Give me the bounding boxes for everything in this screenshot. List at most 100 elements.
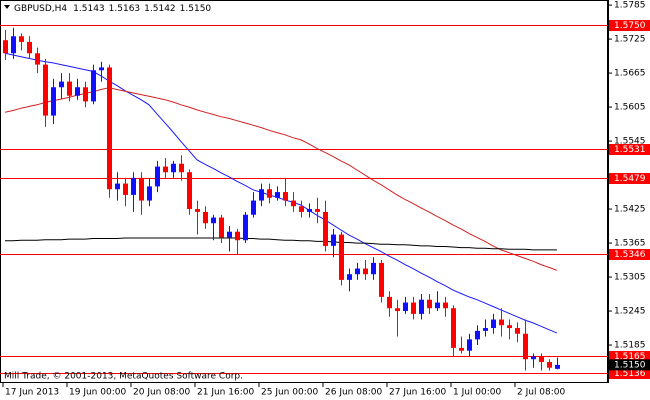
- moving-average: [4, 52, 558, 334]
- y-tick-label: 1.5725: [614, 35, 646, 45]
- candle-body: [547, 362, 552, 368]
- candle-body: [179, 163, 184, 173]
- x-tick-label: 17 Jun 2013: [5, 388, 59, 398]
- candle-body: [459, 347, 464, 351]
- y-tick-label: 1.5185: [614, 341, 646, 351]
- candle-body: [51, 87, 56, 116]
- footer: Mill Trade, © 2001-2013, MetaQuotes Soft…: [4, 372, 243, 382]
- candle-body: [347, 274, 352, 280]
- quote-close: 1.5150: [180, 4, 212, 14]
- level-label: 1.5479: [614, 174, 646, 184]
- candle-body: [243, 214, 248, 241]
- candle-body: [443, 302, 448, 309]
- candle-body: [171, 163, 176, 173]
- level-label: 1.5165: [614, 352, 646, 362]
- candle-body: [483, 328, 488, 331]
- x-tick-label: 2 Jul 08:00: [517, 388, 566, 398]
- candle-body: [187, 172, 192, 210]
- level-box: [609, 249, 650, 260]
- candle-body: [379, 262, 384, 297]
- level-box: [609, 368, 650, 379]
- candle-body: [251, 200, 256, 215]
- quote-high: 1.5163: [109, 4, 141, 14]
- candle-body: [331, 234, 336, 246]
- y-tick-label: 1.5245: [614, 307, 646, 317]
- candle-body: [139, 177, 144, 201]
- x-tick-label: 27 Jun 16:00: [389, 388, 446, 398]
- x-tick-label: 21 Jun 16:00: [197, 388, 254, 398]
- candle-body: [283, 192, 288, 201]
- level-box: [609, 144, 650, 155]
- candle-body: [371, 262, 376, 275]
- candle-body: [531, 356, 536, 360]
- candle-body: [435, 302, 440, 309]
- candle-body: [275, 192, 280, 198]
- candle-body: [315, 209, 320, 212]
- last-price-box: [609, 359, 650, 371]
- candle-body: [299, 206, 304, 212]
- candle-body: [35, 53, 40, 65]
- candle-body: [491, 319, 496, 329]
- y-tick-label: 1.5365: [614, 239, 646, 249]
- candle-body: [515, 328, 520, 334]
- quote-low: 1.5142: [144, 4, 176, 14]
- candle-body: [211, 217, 216, 224]
- y-tick-label: 1.5605: [614, 103, 646, 113]
- y-tick-label: 1.5425: [614, 205, 646, 215]
- candle-body: [307, 209, 312, 212]
- candle-body: [227, 231, 232, 238]
- candle-body: [163, 166, 168, 173]
- candle-body: [19, 36, 24, 42]
- candle-body: [107, 67, 112, 190]
- candle-body: [75, 87, 80, 96]
- candle-body: [131, 177, 136, 195]
- candle-body: [259, 189, 264, 201]
- moving-average: [5, 237, 557, 251]
- candle-body: [155, 166, 160, 187]
- candle-body: [539, 356, 544, 363]
- candle-body: [395, 308, 400, 312]
- y-tick-label: 1.5305: [614, 273, 646, 283]
- candle-body: [475, 330, 480, 340]
- level-label: 1.5531: [614, 145, 646, 155]
- candle-body: [123, 183, 128, 195]
- candle-body: [355, 268, 360, 275]
- level-label: 1.5136: [614, 369, 646, 379]
- y-tick-label: 1.5665: [614, 69, 646, 79]
- plot-frame: [0, 0, 608, 383]
- candle-body: [67, 81, 72, 96]
- candle-body: [555, 364, 560, 369]
- symbol: GBPUSD,H4: [14, 4, 67, 14]
- candle-body: [115, 183, 120, 190]
- last-price-label: 1.5150: [614, 360, 646, 370]
- candle-body: [387, 296, 392, 309]
- candle-body: [411, 302, 416, 314]
- x-tick-label: 25 Jun 00:00: [261, 388, 318, 398]
- x-tick-label: 20 Jun 08:00: [133, 388, 190, 398]
- x-tick-label: 19 Jun 00:00: [69, 388, 126, 398]
- header: GBPUSD,H4 1.5143 1.5163 1.5142 1.5150: [14, 4, 211, 14]
- candle-body: [403, 302, 408, 312]
- candle-body: [419, 299, 424, 314]
- candle-body: [339, 234, 344, 280]
- candle-body: [11, 36, 16, 54]
- quote-open: 1.5143: [73, 4, 105, 14]
- candle-body: [99, 67, 104, 71]
- candle-body: [203, 211, 208, 224]
- level-box: [609, 20, 650, 31]
- level-box: [609, 351, 650, 362]
- y-tick-label: 1.5785: [614, 1, 646, 11]
- candle-body: [83, 87, 88, 102]
- candle-body: [523, 333, 528, 360]
- candle-body: [147, 186, 152, 201]
- candle-body: [323, 211, 328, 246]
- level-label: 1.5750: [614, 21, 646, 31]
- candle-body: [507, 325, 512, 329]
- candle-body: [291, 200, 296, 207]
- candle-body: [267, 189, 272, 198]
- level-box: [609, 173, 650, 184]
- candle-body: [427, 299, 432, 309]
- moving-average: [4, 87, 558, 271]
